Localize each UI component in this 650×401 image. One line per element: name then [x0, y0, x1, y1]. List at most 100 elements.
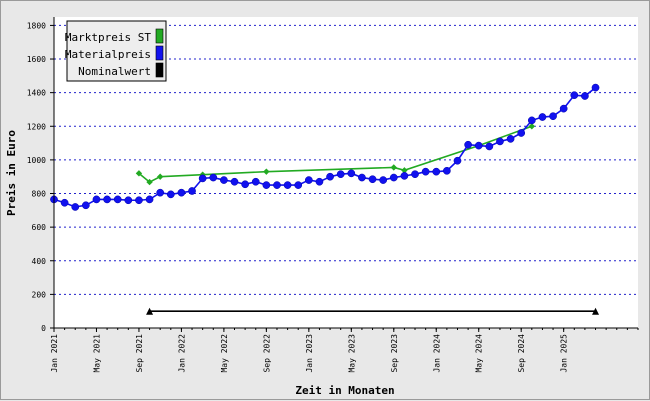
legend-swatch-marktpreis	[155, 28, 164, 44]
y-tick-label: 600	[32, 223, 47, 232]
data-point-materialpreis	[570, 91, 579, 100]
y-tick-label: 1000	[27, 156, 46, 165]
data-point-materialpreis	[283, 181, 292, 189]
x-tick-label: Jan 2022	[177, 334, 186, 373]
data-point-materialpreis	[166, 190, 175, 199]
data-point-materialpreis	[581, 92, 589, 100]
x-tick-label: Sep 2022	[262, 334, 271, 373]
y-axis: 0 200 400 600 800 1000 1200 1400 1600 1800	[27, 21, 54, 333]
legend-swatch-nominalwert	[155, 62, 164, 78]
data-point-materialpreis	[241, 180, 249, 189]
data-point-marktpreis-st	[528, 123, 536, 130]
data-point-materialpreis	[177, 188, 186, 197]
data-point-materialpreis	[443, 166, 451, 175]
x-tick-label: Sep 2023	[390, 334, 399, 373]
data-point-marktpreis-st	[135, 170, 143, 177]
data-point-materialpreis	[71, 203, 80, 211]
data-point-materialpreis	[453, 156, 462, 165]
data-point-materialpreis	[485, 142, 494, 151]
legend: Marktpreis ST Materialpreis Nominalwert	[65, 20, 167, 82]
series-line-materialpreis	[53, 86, 597, 208]
data-point-marktpreis-st	[146, 178, 153, 186]
data-point-marktpreis-st	[156, 173, 164, 180]
x-tick-label: May 2022	[220, 334, 229, 373]
data-point-materialpreis	[294, 181, 303, 189]
y-tick-label: 1800	[27, 21, 46, 30]
data-point-materialpreis	[379, 176, 388, 184]
data-point-materialpreis	[209, 173, 218, 182]
data-point-nominalwert	[146, 307, 154, 315]
data-point-materialpreis	[188, 187, 196, 195]
data-point-materialpreis	[496, 137, 504, 146]
x-tick-label: Jan 2025	[560, 334, 569, 373]
data-point-materialpreis	[273, 181, 281, 189]
data-point-materialpreis	[527, 116, 536, 125]
x-tick-label: Jan 2023	[305, 334, 314, 373]
data-point-materialpreis	[82, 201, 90, 210]
data-point-materialpreis	[251, 177, 260, 186]
legend-label-materialpreis: Materialpreis	[65, 48, 151, 61]
data-point-materialpreis	[336, 170, 345, 179]
data-point-materialpreis	[262, 181, 271, 189]
data-point-materialpreis	[538, 113, 547, 121]
data-point-materialpreis	[421, 167, 430, 176]
x-tick-label: May 2021	[92, 334, 101, 373]
data-point-materialpreis	[506, 135, 515, 143]
data-point-materialpreis	[135, 196, 143, 205]
data-point-materialpreis	[549, 112, 557, 121]
data-point-materialpreis	[315, 177, 324, 186]
y-tick-label: 800	[32, 190, 47, 199]
data-point-materialpreis	[591, 83, 600, 92]
y-tick-label: 400	[32, 257, 47, 266]
data-point-materialpreis	[411, 170, 419, 179]
x-tick-label: Jan 2024	[432, 334, 441, 373]
data-point-materialpreis	[347, 169, 356, 178]
data-point-marktpreis-st	[401, 167, 408, 174]
data-point-materialpreis	[60, 198, 69, 207]
data-point-materialpreis	[92, 195, 101, 204]
x-tick-label: Sep 2021	[135, 334, 144, 373]
data-point-materialpreis	[230, 177, 239, 186]
grid-lines	[54, 24, 638, 295]
y-tick-label: 1600	[27, 55, 46, 64]
y-axis-title: Preis in Euro	[5, 130, 18, 216]
data-point-marktpreis-st	[263, 168, 270, 175]
data-point-materialpreis	[113, 195, 122, 204]
data-point-materialpreis	[559, 104, 568, 113]
data-point-materialpreis	[358, 173, 366, 182]
data-point-materialpreis	[124, 196, 133, 205]
x-axis: Jan 2021 May 2021 Sep 2021 Jan 2022 May 2022…	[50, 328, 639, 373]
data-point-materialpreis	[474, 141, 483, 150]
data-point-materialpreis	[304, 176, 313, 184]
data-point-materialpreis	[389, 173, 398, 182]
data-point-materialpreis	[432, 167, 441, 176]
x-axis-title: Zeit in Monaten	[295, 384, 394, 397]
data-point-materialpreis	[464, 140, 472, 149]
data-point-materialpreis	[103, 195, 111, 204]
series-group	[50, 83, 600, 315]
data-point-nominalwert	[592, 307, 600, 315]
y-tick-label: 1400	[27, 89, 46, 98]
y-tick-label: 200	[32, 290, 47, 299]
x-tick-label: May 2024	[475, 334, 484, 373]
legend-swatch-materialpreis	[155, 45, 164, 61]
data-point-materialpreis	[517, 129, 526, 137]
data-point-materialpreis	[400, 172, 409, 180]
data-point-materialpreis	[198, 174, 207, 183]
x-tick-label: Sep 2024	[517, 334, 526, 373]
data-point-materialpreis	[156, 188, 165, 197]
y-tick-label: 0	[41, 324, 46, 333]
data-point-materialpreis	[368, 175, 377, 184]
x-tick-label: May 2023	[347, 334, 356, 373]
data-point-marktpreis-st	[390, 164, 397, 171]
legend-label-marktpreis: Marktpreis ST	[65, 31, 151, 44]
x-tick-label: Jan 2021	[50, 334, 59, 373]
legend-label-nominalwert: Nominalwert	[78, 65, 151, 78]
legend-box	[66, 20, 167, 82]
y-tick-label: 1200	[27, 122, 46, 131]
data-point-materialpreis	[220, 176, 228, 184]
data-point-materialpreis	[145, 195, 154, 204]
data-point-materialpreis	[326, 172, 334, 181]
